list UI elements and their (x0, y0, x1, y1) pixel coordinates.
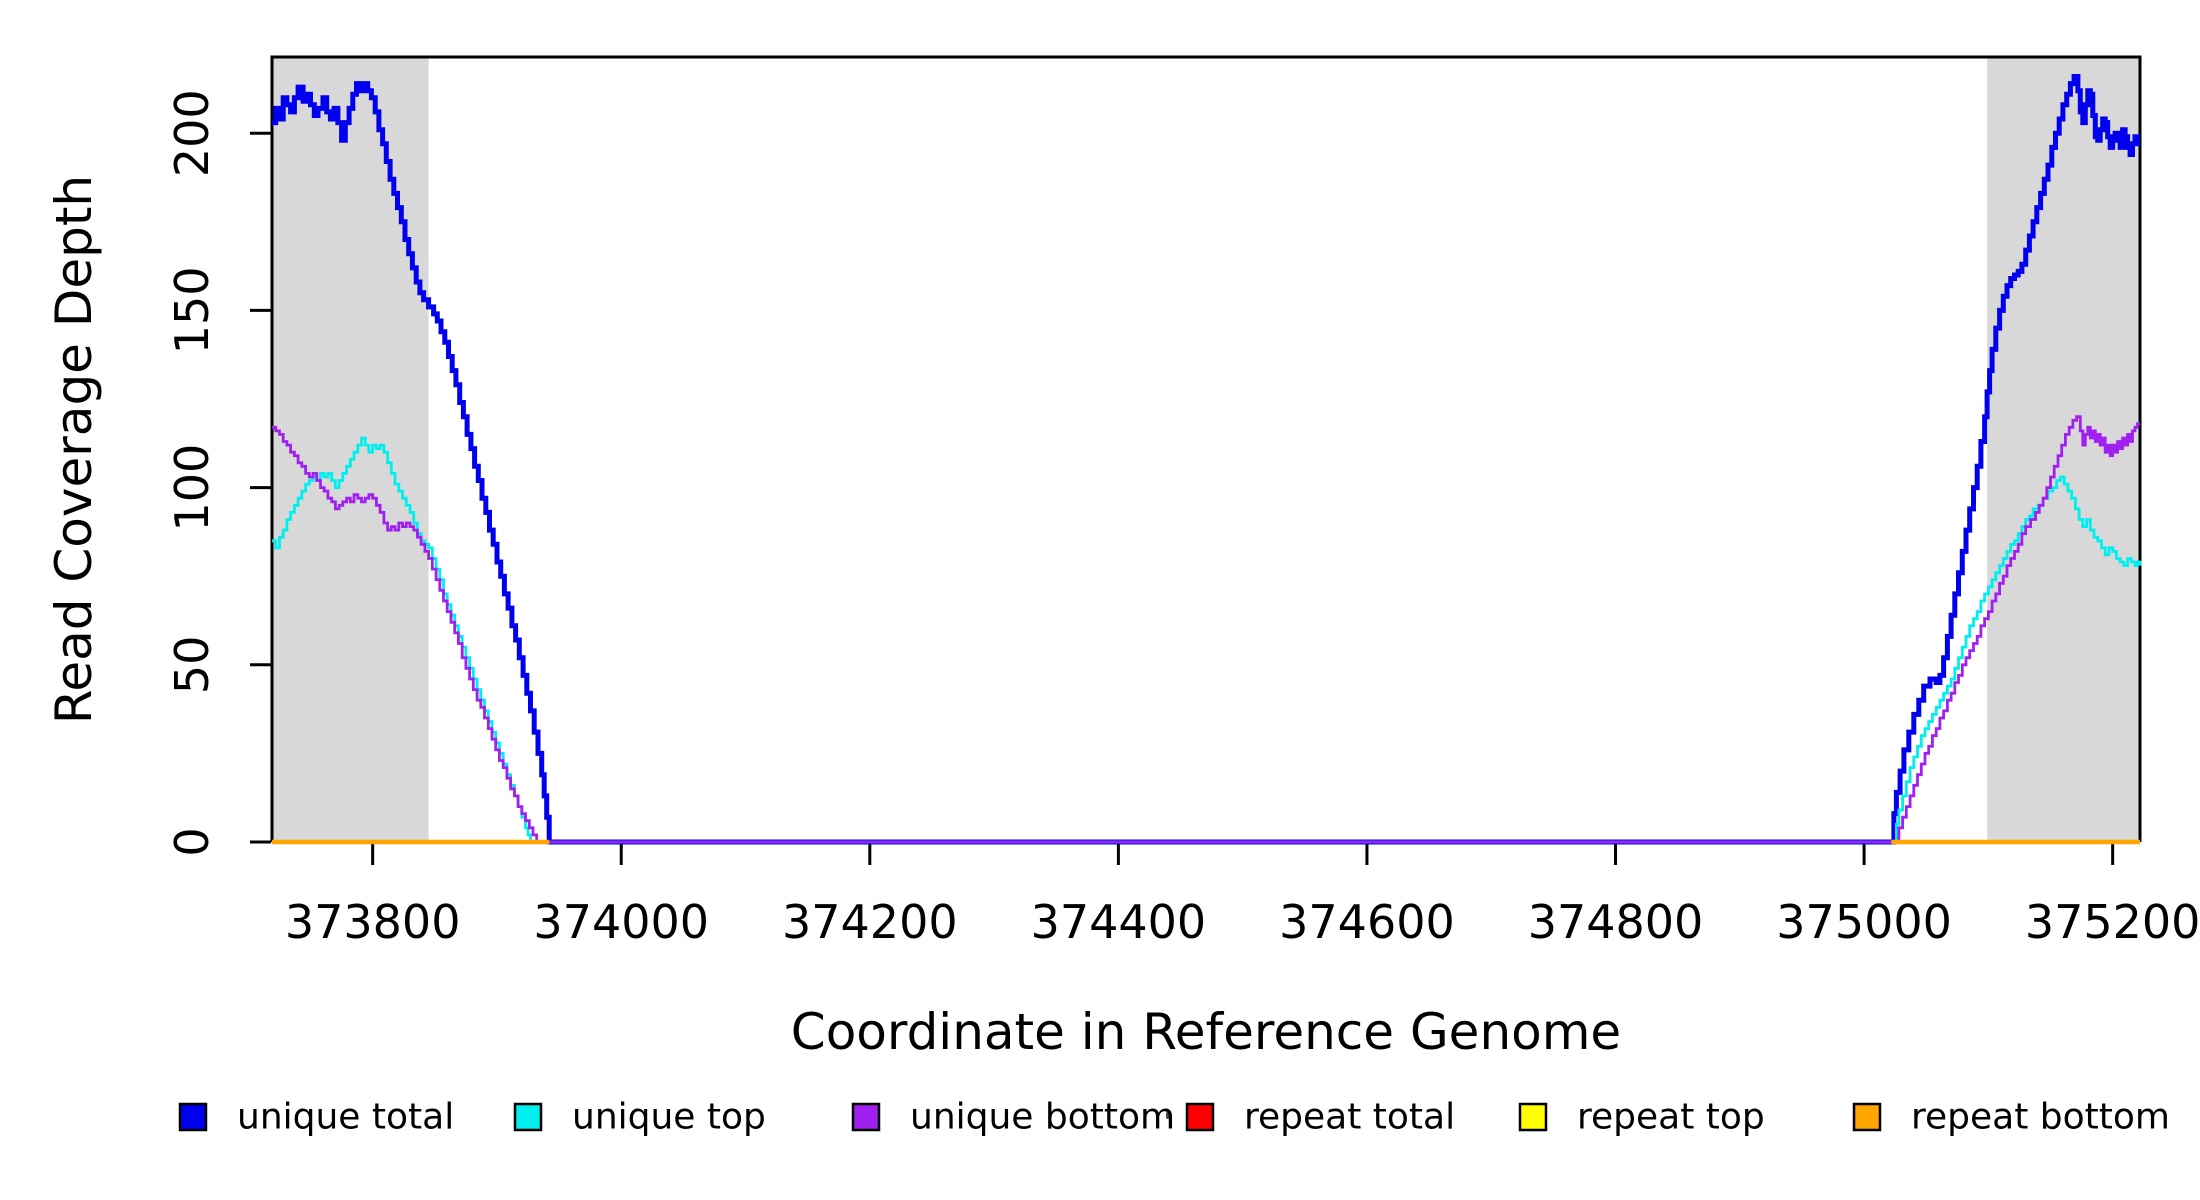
legend-swatch-repeat-total (1185, 1102, 1215, 1132)
x-tick-label: 373800 (285, 895, 461, 949)
plot-box (270, 55, 2142, 842)
repeat-region-shade-left (272, 57, 429, 842)
legend-swatch-repeat-bottom (1852, 1102, 1882, 1132)
x-tick-label: 374400 (1031, 895, 1207, 949)
legend-label-unique-top: unique top (572, 1097, 766, 1138)
stray-mark (1166, 1112, 1170, 1119)
y-tick-label: 100 (165, 444, 219, 532)
y-tick-label: 150 (165, 266, 219, 354)
legend-label-repeat-top: repeat top (1577, 1097, 1765, 1138)
legend-label-repeat-total: repeat total (1244, 1097, 1455, 1138)
legend-swatch-unique-bottom (851, 1102, 881, 1132)
x-tick-label: 374000 (533, 895, 709, 949)
legend-swatch-unique-total (178, 1102, 208, 1132)
x-tick-label: 374200 (782, 895, 958, 949)
legend-swatch-unique-top (513, 1102, 543, 1132)
y-tick-label: 50 (165, 636, 219, 695)
legend-label-unique-bottom: unique bottom (910, 1097, 1175, 1138)
x-tick-label: 375200 (2025, 895, 2200, 949)
legend-label-unique-total: unique total (237, 1097, 454, 1138)
x-tick-label: 374600 (1279, 895, 1455, 949)
series-line-unique-top (272, 436, 2142, 844)
x-tick-label: 375000 (1776, 895, 1952, 949)
y-tick-label: 0 (165, 827, 219, 856)
legend-label-repeat-bottom: repeat bottom (1911, 1097, 2170, 1138)
legend-swatch-repeat-top (1518, 1102, 1548, 1132)
y-axis-title: Read Coverage Depth (45, 175, 103, 724)
x-tick-label: 374800 (1528, 895, 1704, 949)
x-axis-title: Coordinate in Reference Genome (791, 1003, 1621, 1061)
y-tick-label: 200 (165, 89, 219, 177)
